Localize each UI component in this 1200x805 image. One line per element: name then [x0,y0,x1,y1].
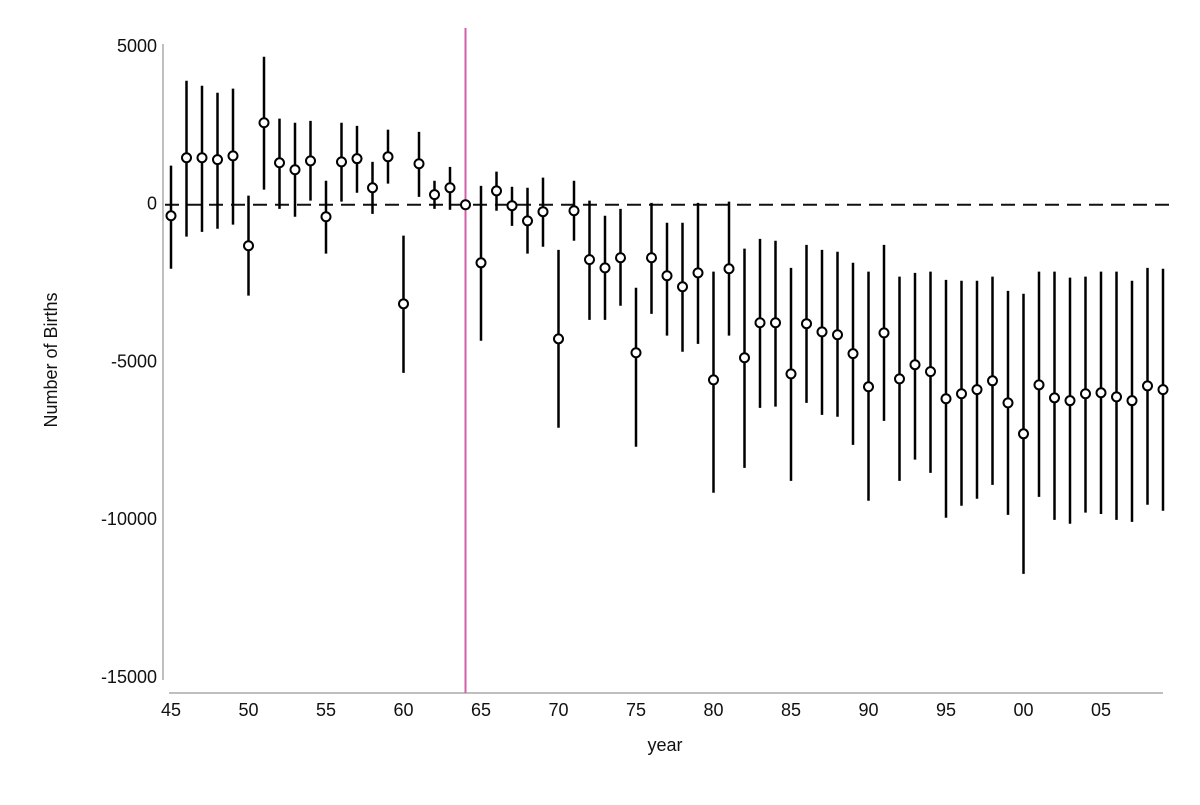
point [646,252,657,264]
y-tick-label: 5000 [117,36,157,56]
x-axis-label: year [647,735,682,755]
point [1157,384,1169,396]
point [723,263,735,275]
point [847,348,859,360]
point [289,164,301,176]
x-tick-label: 55 [316,700,336,720]
point [196,152,208,164]
y-tick-label: -15000 [101,667,157,687]
point [429,189,440,201]
point [305,155,316,167]
x-tick-label: 90 [858,700,878,720]
point [816,326,828,338]
point [940,393,952,405]
y-tick-label: -10000 [101,509,157,529]
point [568,205,580,217]
point [909,359,921,371]
point [878,327,890,339]
x-tick-label: 85 [781,700,801,720]
x-tick-label: 45 [161,700,181,720]
point [320,211,332,223]
y-axis-label: Number of Births [41,292,61,427]
point [1080,388,1091,400]
x-tick-label: 05 [1091,700,1111,720]
point [351,153,363,165]
point [227,150,239,162]
x-tick-label: 80 [703,700,723,720]
point [336,156,347,168]
point [1018,428,1029,440]
point [987,375,998,387]
point [630,347,642,359]
point [475,257,487,269]
point [1126,395,1138,407]
point [1002,397,1014,409]
point [522,215,533,227]
point [1033,379,1045,391]
point [258,117,270,129]
point [165,210,177,222]
point [460,199,471,211]
point [506,200,518,212]
point [444,182,456,194]
point [785,368,797,380]
point [708,374,719,386]
point [739,352,750,364]
point [1142,380,1153,392]
point [382,151,394,163]
point [661,270,673,282]
point [863,381,874,393]
x-tick-label: 75 [626,700,646,720]
point [692,267,704,279]
x-tick-label: 65 [471,700,491,720]
point [754,317,766,329]
point [274,157,285,169]
x-tick-label: 60 [393,700,413,720]
point [1111,391,1122,403]
point [212,154,223,166]
point [537,206,549,218]
point [367,182,378,194]
point [770,317,781,329]
point [243,240,254,252]
point [801,318,812,330]
point [491,185,502,197]
point [599,262,611,274]
x-tick-label: 95 [936,700,956,720]
x-tick-label: 00 [1013,700,1033,720]
y-tick-label: -5000 [111,351,157,371]
point [181,152,192,164]
point [925,366,936,378]
point [894,373,905,385]
point [584,254,595,266]
point [956,388,967,400]
x-tick-label: 70 [548,700,568,720]
point [1049,392,1060,404]
point [1064,395,1076,407]
y-tick-label: 0 [147,194,157,214]
point [553,333,564,345]
point [413,158,425,170]
point [971,384,983,396]
point [615,252,626,264]
point [677,281,688,293]
point [1095,387,1107,399]
point [398,298,409,310]
point [832,329,843,341]
x-tick-label: 50 [238,700,258,720]
